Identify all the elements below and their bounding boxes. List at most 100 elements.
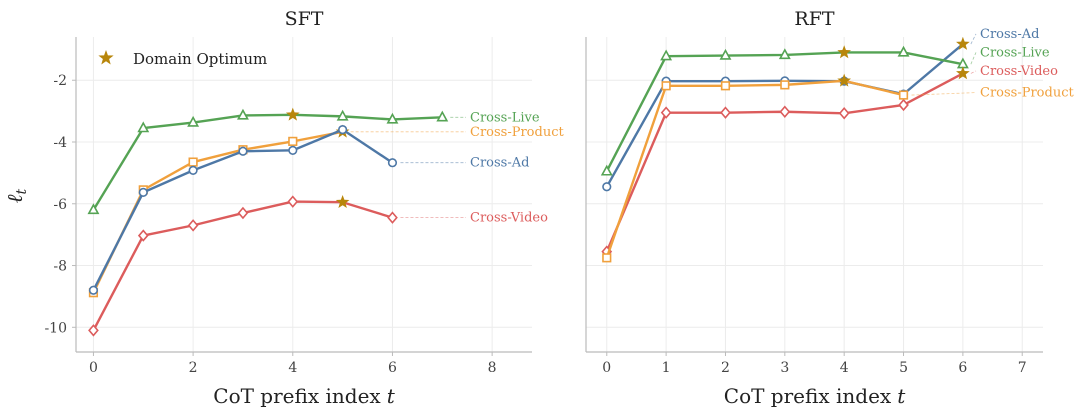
data-point [779,105,791,118]
series-label: Cross-Ad [470,156,529,171]
data-point [720,81,731,91]
panel-title: RFT [794,8,834,30]
data-point [237,206,249,220]
data-point [720,106,731,119]
series-cross-ad: Cross-Ad [602,27,1039,192]
panel-title: SFT [285,8,324,30]
data-point [187,219,199,232]
x-tick-label: 1 [662,360,671,376]
series-cross-product: Cross-Product [602,73,1074,263]
series-label: Cross-Ad [980,27,1039,42]
y-axis-label-symbol: ℓ [3,194,27,203]
series-cross-video: Cross-Video [88,195,548,337]
series-line [92,130,343,294]
series-label: Cross-Video [470,211,548,226]
label-leader [970,33,977,45]
legend-label: Domain Optimum [133,50,267,68]
data-point [660,49,673,61]
label-leader [911,92,977,96]
data-point [237,108,249,120]
x-tick-label: 6 [958,360,967,376]
data-point [87,203,100,215]
data-point [387,158,398,168]
series-label: Cross-Live [470,110,540,125]
x-tick-label: 3 [780,360,789,376]
x-tick-label: 2 [721,360,730,376]
x-tick-label: 4 [840,360,849,376]
data-point [88,285,99,295]
data-point [898,98,909,112]
legend: Domain Optimum [98,50,267,68]
y-tick-label: -10 [44,320,67,336]
data-point [288,145,298,155]
x-axis-label-text: CoT prefix index [213,384,381,408]
x-axis-label-variable: t [897,384,906,408]
x-axis-label-variable: t [387,384,396,408]
data-point [287,195,299,208]
x-tick-label: 2 [189,360,198,376]
x-tick-label: 4 [288,360,297,376]
data-point [778,48,791,60]
series-cross-video: Cross-Video [601,64,1058,258]
data-point [238,146,248,156]
x-tick-label: 7 [1018,360,1027,376]
x-tick-label: 0 [602,360,611,376]
panel-rft: 0 1 2 3 4 5 6 7 RFT CoT prefix index t Cross-Ad Cros… [585,8,1074,408]
data-point [88,324,99,337]
data-point [387,211,398,224]
data-point [780,80,790,90]
data-point [719,48,732,60]
label-leader [970,52,977,65]
series-cross-ad: Cross-Ad [88,125,529,295]
x-tick-label: 8 [488,360,497,376]
legend-star-icon [98,50,114,65]
data-point [898,90,909,100]
panel-sft: 0 2 4 6 8 -2 -4 -6 -8 -10 SFT CoT prefix index t Cros… [44,8,564,408]
data-point [188,165,198,176]
label-leader [970,70,977,74]
data-point [188,157,198,167]
data-point [600,164,613,176]
data-point [187,115,200,127]
y-tick-label: -6 [53,197,67,213]
data-point [338,125,348,135]
domain-optimum-star [285,107,300,121]
series-label: Cross-Product [980,86,1074,101]
series-label: Cross-Live [980,45,1050,60]
series-label: Cross-Product [470,125,564,140]
data-point [661,81,671,91]
data-point [602,253,612,263]
series-line [92,113,443,211]
y-axis-label: ℓt [3,188,30,203]
data-point [660,106,672,119]
data-point [436,110,449,122]
y-tick-label: -4 [53,135,67,151]
data-point [288,136,298,146]
y-tick-label: -2 [53,73,67,89]
domain-optimum-star [837,73,852,87]
y-tick-label: -8 [53,259,67,275]
data-point [602,182,612,192]
data-point [897,45,910,57]
domain-optimum-star [335,195,350,209]
x-tick-label: 5 [899,360,908,376]
data-point [838,107,850,120]
series-cross-live: Cross-Live [600,45,1050,176]
series-cross-live: Cross-Live [87,107,540,215]
y-axis-label-subscript: t [14,188,30,194]
domain-optimum-star [837,45,852,59]
data-point [137,121,150,133]
data-point [137,229,149,242]
series-line [605,79,904,259]
x-tick-label: 6 [388,360,397,376]
data-point [336,109,349,121]
x-axis-label: CoT prefix index t [213,384,395,408]
x-axis-label: CoT prefix index t [724,384,906,408]
series-label: Cross-Video [980,64,1058,79]
domain-optimum-star [956,66,970,80]
data-point [138,187,148,197]
x-tick-label: 0 [89,360,98,376]
domain-optimum-star [956,36,970,50]
data-point [386,112,399,124]
